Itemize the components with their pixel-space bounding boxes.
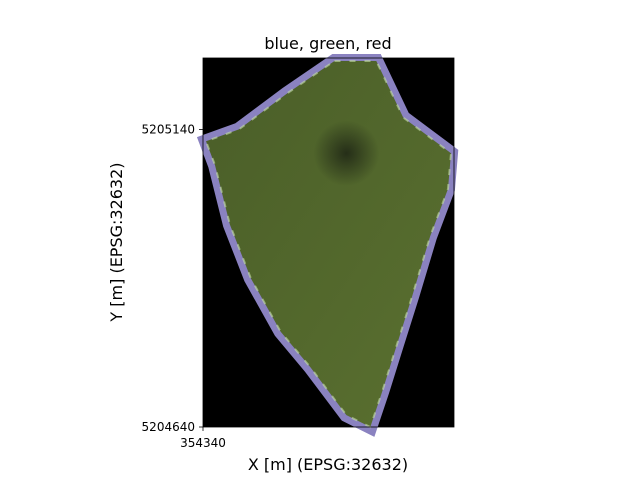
y-tick-label: 5205140 [142,122,195,136]
field-polygon [206,61,451,427]
axes-frame [202,57,455,428]
rgb-image [196,54,459,437]
axes: 354340 5205140 5204640 [142,54,459,450]
x-tick-label: 354340 [180,436,226,450]
x-axis-label: X [m] (EPSG:32632) [248,455,408,474]
chart-title: blue, green, red [264,34,391,53]
y-tick-label: 5204640 [142,420,195,434]
field-edge-highlight [204,60,453,429]
ticks: 354340 5205140 5204640 [142,122,226,450]
y-axis-label: Y [m] (EPSG:32632) [107,162,126,322]
field-dark-patch [313,120,380,186]
